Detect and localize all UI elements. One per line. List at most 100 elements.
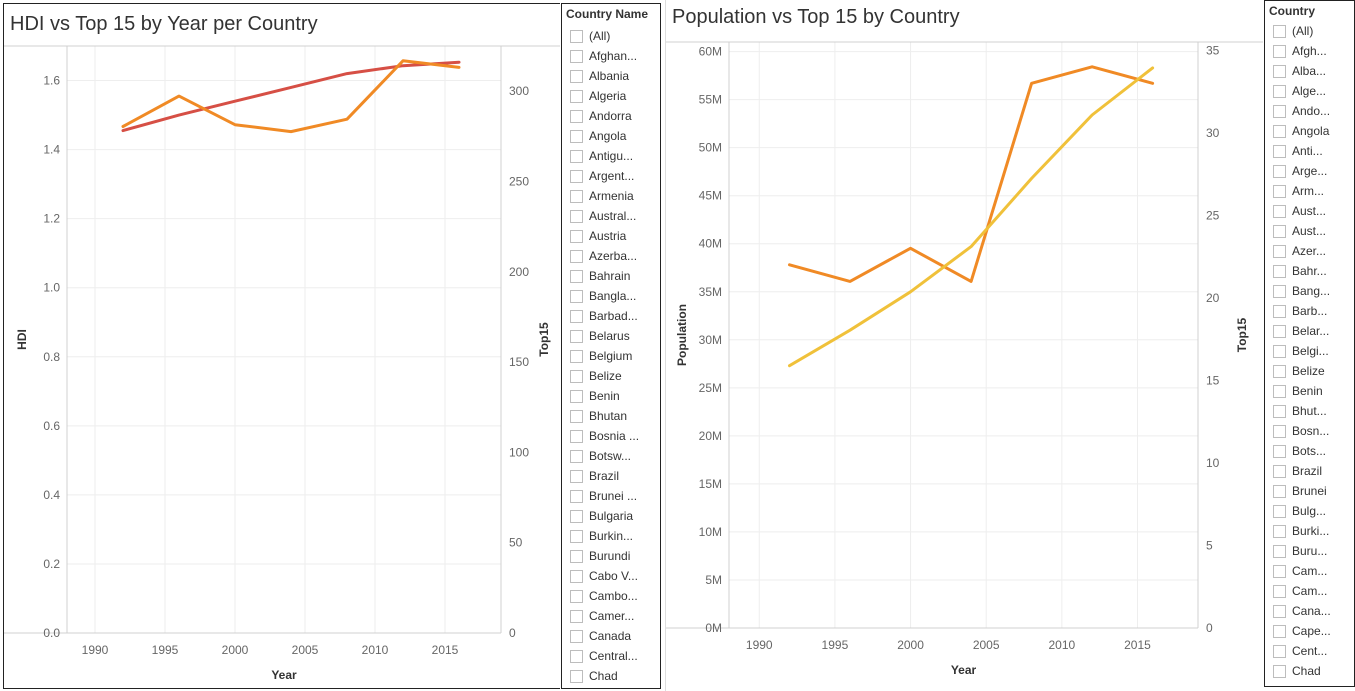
country-filter-checkbox[interactable]	[1273, 364, 1286, 378]
country-filter-item[interactable]: Cam...	[1265, 581, 1354, 601]
country-name-filter-checkbox[interactable]	[570, 169, 583, 183]
country-name-filter-item[interactable]: Bosnia ...	[562, 426, 660, 446]
country-filter-item[interactable]: Brunei	[1265, 481, 1354, 501]
country-name-filter-checkbox[interactable]	[570, 189, 583, 203]
country-name-filter-checkbox[interactable]	[570, 529, 583, 543]
country-filter-checkbox[interactable]	[1273, 224, 1286, 238]
country-filter-item[interactable]: Cape...	[1265, 621, 1354, 641]
country-filter-item[interactable]: Azer...	[1265, 241, 1354, 261]
country-name-filter-checkbox[interactable]	[570, 669, 583, 683]
country-filter-checkbox[interactable]	[1273, 464, 1286, 478]
country-filter-checkbox[interactable]	[1273, 384, 1286, 398]
country-filter-item[interactable]: Arm...	[1265, 181, 1354, 201]
country-filter-item[interactable]: Alba...	[1265, 61, 1354, 81]
country-filter-item[interactable]: (All)	[1265, 21, 1354, 41]
country-filter-checkbox[interactable]	[1273, 24, 1286, 38]
country-name-filter-item[interactable]: Brunei ...	[562, 486, 660, 506]
country-name-filter-checkbox[interactable]	[570, 569, 583, 583]
country-filter-item[interactable]: Bhut...	[1265, 401, 1354, 421]
country-filter-item[interactable]: Anti...	[1265, 141, 1354, 161]
country-name-filter-item[interactable]: Bahrain	[562, 266, 660, 286]
country-filter-item[interactable]: Angola	[1265, 121, 1354, 141]
country-name-filter-checkbox[interactable]	[570, 449, 583, 463]
country-name-filter-item[interactable]: Canada	[562, 626, 660, 646]
country-filter-checkbox[interactable]	[1273, 504, 1286, 518]
country-name-filter-checkbox[interactable]	[570, 549, 583, 563]
country-name-filter-item[interactable]: Azerba...	[562, 246, 660, 266]
country-filter-checkbox[interactable]	[1273, 84, 1286, 98]
country-name-filter-checkbox[interactable]	[570, 89, 583, 103]
country-filter-checkbox[interactable]	[1273, 604, 1286, 618]
country-name-filter-item[interactable]: Brazil	[562, 466, 660, 486]
country-name-filter-checkbox[interactable]	[570, 329, 583, 343]
country-name-filter-checkbox[interactable]	[570, 509, 583, 523]
country-name-filter-checkbox[interactable]	[570, 289, 583, 303]
country-filter-checkbox[interactable]	[1273, 624, 1286, 638]
country-filter-checkbox[interactable]	[1273, 164, 1286, 178]
country-filter-checkbox[interactable]	[1273, 244, 1286, 258]
country-filter-item[interactable]: Benin	[1265, 381, 1354, 401]
country-filter-list[interactable]: (All) Afgh... Alba... Alge... Ando... Angola A…	[1265, 21, 1354, 686]
country-filter-item[interactable]: Brazil	[1265, 461, 1354, 481]
country-name-filter-list[interactable]: (All) Afghan... Albania Algeria Andorra Angol…	[562, 26, 660, 688]
country-filter-item[interactable]: Alge...	[1265, 81, 1354, 101]
country-filter-checkbox[interactable]	[1273, 184, 1286, 198]
country-name-filter-item[interactable]: Algeria	[562, 86, 660, 106]
country-filter-checkbox[interactable]	[1273, 64, 1286, 78]
country-name-filter-item[interactable]: Albania	[562, 66, 660, 86]
country-filter-checkbox[interactable]	[1273, 484, 1286, 498]
country-name-filter-checkbox[interactable]	[570, 429, 583, 443]
country-filter-item[interactable]: Chad	[1265, 661, 1354, 681]
country-filter-item[interactable]: Arge...	[1265, 161, 1354, 181]
country-name-filter-item[interactable]: Botsw...	[562, 446, 660, 466]
country-name-filter-checkbox[interactable]	[570, 369, 583, 383]
country-name-filter-checkbox[interactable]	[570, 469, 583, 483]
country-name-filter-item[interactable]: Bulgaria	[562, 506, 660, 526]
country-name-filter-item[interactable]: Andorra	[562, 106, 660, 126]
country-name-filter-item[interactable]: Armenia	[562, 186, 660, 206]
country-filter-item[interactable]: Belar...	[1265, 321, 1354, 341]
country-filter-item[interactable]: Belgi...	[1265, 341, 1354, 361]
country-filter-checkbox[interactable]	[1273, 324, 1286, 338]
country-filter-checkbox[interactable]	[1273, 104, 1286, 118]
country-name-filter-checkbox[interactable]	[570, 249, 583, 263]
country-name-filter-checkbox[interactable]	[570, 409, 583, 423]
country-filter-item[interactable]: Cent...	[1265, 641, 1354, 661]
country-name-filter-checkbox[interactable]	[570, 609, 583, 623]
country-name-filter-item[interactable]: Cambo...	[562, 586, 660, 606]
country-name-filter-item[interactable]: Benin	[562, 386, 660, 406]
country-filter-item[interactable]: Cana...	[1265, 601, 1354, 621]
country-name-filter-item[interactable]: Burkin...	[562, 526, 660, 546]
country-name-filter-checkbox[interactable]	[570, 29, 583, 43]
country-filter-item[interactable]: Barb...	[1265, 301, 1354, 321]
country-name-filter-checkbox[interactable]	[570, 269, 583, 283]
country-name-filter-checkbox[interactable]	[570, 149, 583, 163]
country-filter-checkbox[interactable]	[1273, 444, 1286, 458]
country-name-filter-item[interactable]: Chad	[562, 666, 660, 686]
country-filter-item[interactable]: Aust...	[1265, 221, 1354, 241]
country-filter-checkbox[interactable]	[1273, 404, 1286, 418]
country-name-filter-item[interactable]: (All)	[562, 26, 660, 46]
country-name-filter-checkbox[interactable]	[570, 129, 583, 143]
country-name-filter-item[interactable]: Belgium	[562, 346, 660, 366]
country-name-filter-item[interactable]: Burundi	[562, 546, 660, 566]
country-filter-item[interactable]: Belize	[1265, 361, 1354, 381]
country-name-filter-checkbox[interactable]	[570, 109, 583, 123]
country-name-filter-checkbox[interactable]	[570, 589, 583, 603]
country-name-filter-item[interactable]: Belarus	[562, 326, 660, 346]
country-filter-checkbox[interactable]	[1273, 204, 1286, 218]
country-filter-checkbox[interactable]	[1273, 544, 1286, 558]
country-name-filter-item[interactable]: Cabo V...	[562, 566, 660, 586]
country-filter-checkbox[interactable]	[1273, 44, 1286, 58]
country-name-filter-checkbox[interactable]	[570, 349, 583, 363]
country-name-filter-checkbox[interactable]	[570, 69, 583, 83]
country-name-filter-checkbox[interactable]	[570, 309, 583, 323]
country-filter-item[interactable]: Bots...	[1265, 441, 1354, 461]
country-name-filter-item[interactable]: Camer...	[562, 606, 660, 626]
country-filter-item[interactable]: Bulg...	[1265, 501, 1354, 521]
country-filter-checkbox[interactable]	[1273, 284, 1286, 298]
country-filter-item[interactable]: Burki...	[1265, 521, 1354, 541]
country-name-filter-checkbox[interactable]	[570, 49, 583, 63]
country-name-filter-item[interactable]: Bangla...	[562, 286, 660, 306]
country-name-filter-item[interactable]: Austral...	[562, 206, 660, 226]
